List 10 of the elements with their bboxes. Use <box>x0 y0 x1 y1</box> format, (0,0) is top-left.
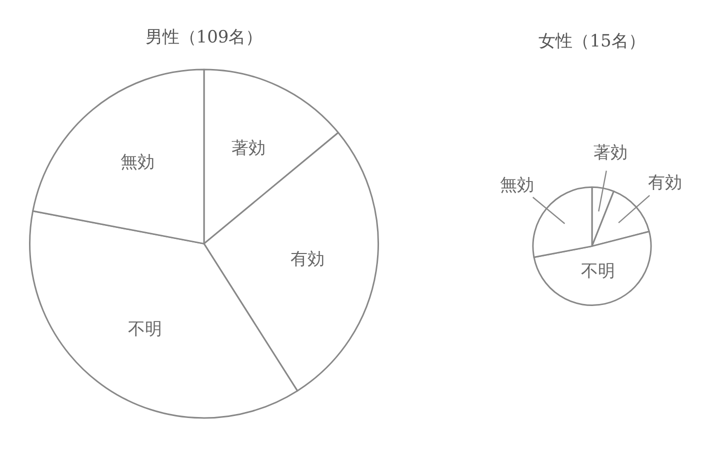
slice-label: 無効 <box>120 152 154 173</box>
slice-label: 有効 <box>290 249 324 270</box>
slice-label: 有効 <box>648 173 682 194</box>
chart-title: 女性（15名） <box>538 32 646 52</box>
slice-label: 不明 <box>128 320 162 340</box>
slice-label: 著効 <box>232 138 266 159</box>
slice-label: 著効 <box>593 142 628 163</box>
slice-label: 無効 <box>500 175 534 196</box>
slice-label: 不明 <box>580 262 615 282</box>
chart-title: 男性（109名） <box>145 28 263 48</box>
